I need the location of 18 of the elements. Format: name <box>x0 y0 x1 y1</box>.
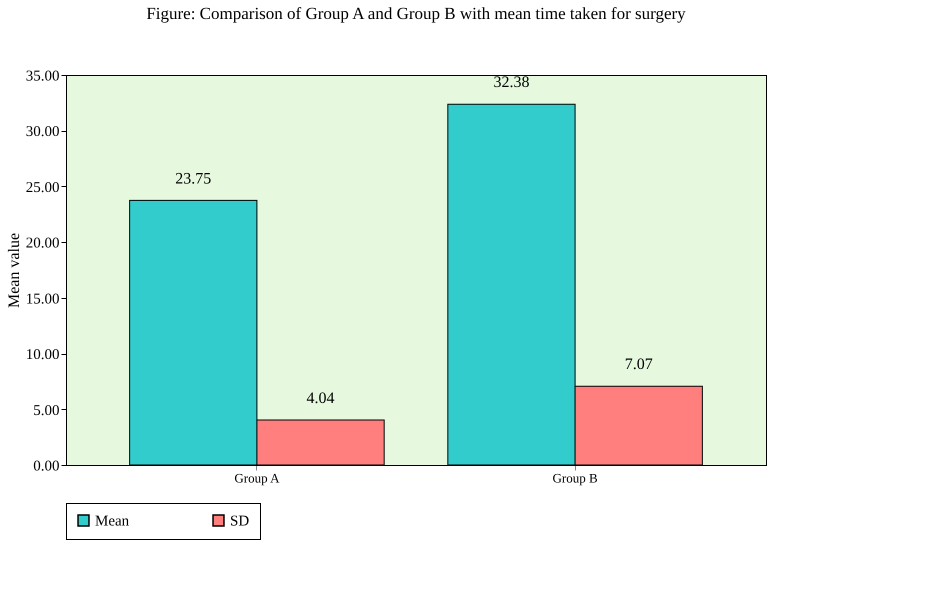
y-tick-label: 5.00 <box>33 402 60 419</box>
chart-title: Figure: Comparison of Group A and Group B with mean time taken for surgery <box>146 4 686 23</box>
data-label: 4.04 <box>306 390 335 407</box>
y-tick-label: 15.00 <box>26 291 60 308</box>
x-tick-label: Group B <box>552 470 598 486</box>
x-tick-label: Group A <box>234 470 280 486</box>
y-tick-label: 10.00 <box>26 347 60 364</box>
y-tick-label: 0.00 <box>33 458 60 474</box>
y-axis-title: Mean value <box>6 232 23 308</box>
legend-label: Mean <box>95 514 130 530</box>
data-label: 32.38 <box>493 74 530 92</box>
y-tick-label: 35.00 <box>26 68 60 84</box>
legend-label: SD <box>230 514 250 530</box>
data-label: 7.07 <box>624 356 653 374</box>
y-tick-label: 20.00 <box>26 236 60 252</box>
y-tick-label: 30.00 <box>26 124 60 140</box>
data-label: 23.75 <box>175 170 212 188</box>
y-tick-label: 25.00 <box>26 180 60 196</box>
